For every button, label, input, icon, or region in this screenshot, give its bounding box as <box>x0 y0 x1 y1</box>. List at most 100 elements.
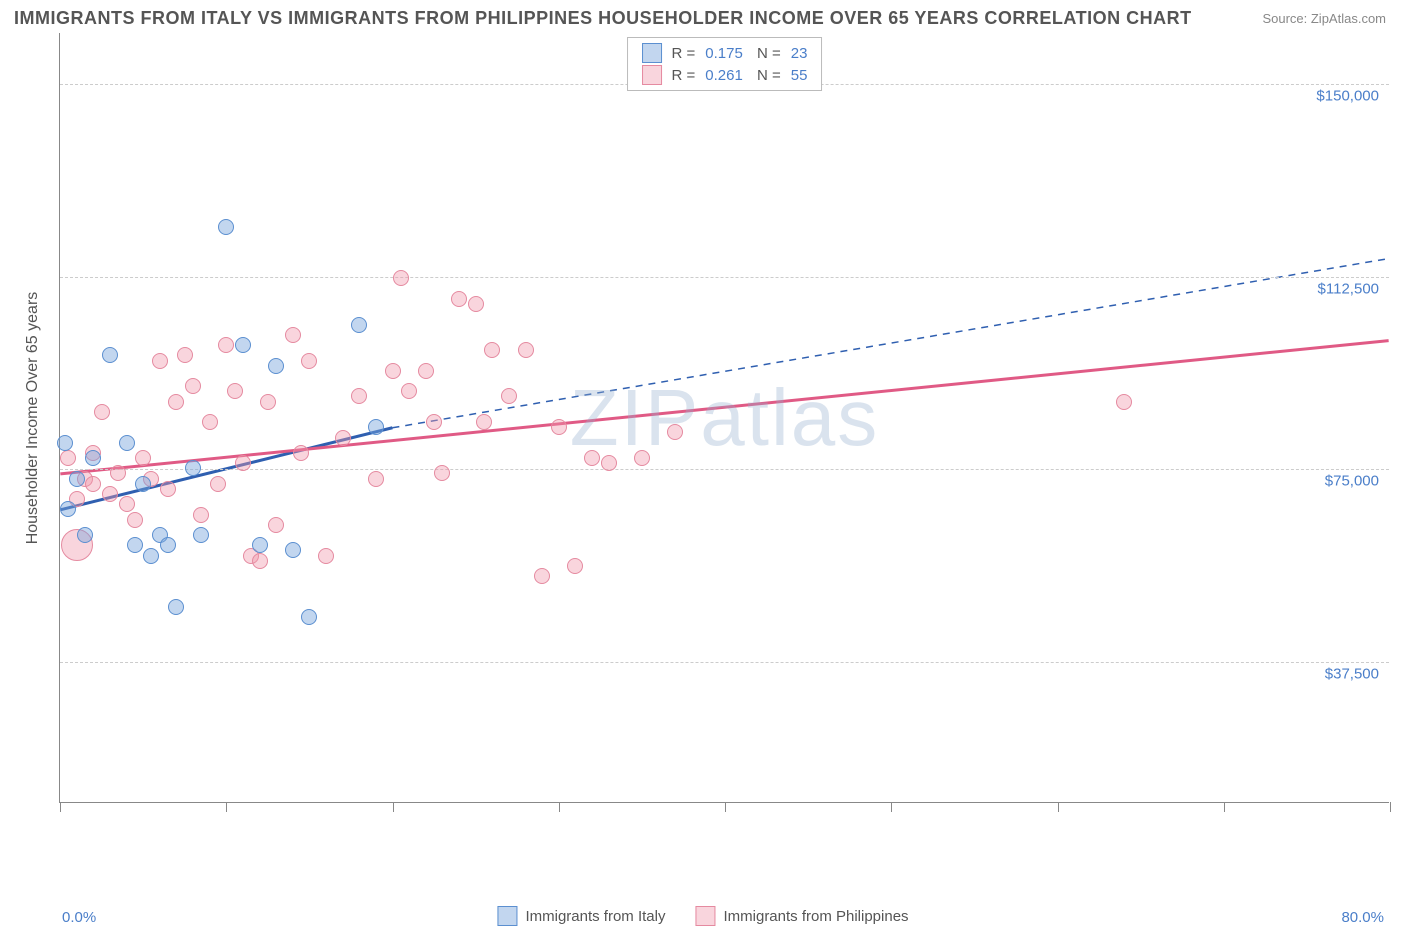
watermark: ZIPatlas <box>570 372 879 464</box>
italy-swatch <box>642 43 662 63</box>
data-point <box>168 599 184 615</box>
data-point <box>77 527 93 543</box>
x-tick <box>1224 802 1225 812</box>
data-point <box>335 430 351 446</box>
y-tick-label: $75,000 <box>1325 473 1379 490</box>
data-point <box>177 347 193 363</box>
italy-legend-label: Immigrants from Italy <box>525 908 665 925</box>
data-point <box>518 342 534 358</box>
data-point <box>418 363 434 379</box>
x-max-label: 80.0% <box>1341 909 1384 926</box>
data-point <box>285 542 301 558</box>
data-point <box>160 537 176 553</box>
x-min-label: 0.0% <box>62 909 96 926</box>
data-point <box>368 471 384 487</box>
data-point <box>119 435 135 451</box>
italy-r-value: 0.175 <box>705 45 743 62</box>
data-point <box>193 527 209 543</box>
data-point <box>152 353 168 369</box>
y-tick-label: $150,000 <box>1316 88 1379 105</box>
data-point <box>260 394 276 410</box>
x-tick <box>393 802 394 812</box>
grid-line <box>60 662 1389 663</box>
data-point <box>318 548 334 564</box>
x-tick <box>891 802 892 812</box>
data-point <box>69 471 85 487</box>
data-point <box>57 435 73 451</box>
data-point <box>218 337 234 353</box>
plot-area: ZIPatlas R = 0.175 N = 23 R = 0.261 N = … <box>59 33 1389 803</box>
data-point <box>227 383 243 399</box>
philippines-n-value: 55 <box>791 67 808 84</box>
data-point <box>252 537 268 553</box>
data-point <box>1116 394 1132 410</box>
trend-lines <box>60 33 1389 802</box>
x-tick <box>226 802 227 812</box>
data-point <box>235 337 251 353</box>
data-point <box>193 507 209 523</box>
data-point <box>401 383 417 399</box>
series-legend: Immigrants from Italy Immigrants from Ph… <box>497 906 908 926</box>
data-point <box>584 450 600 466</box>
x-tick <box>60 802 61 812</box>
data-point <box>94 404 110 420</box>
y-tick-label: $112,500 <box>1318 280 1379 297</box>
data-point <box>501 388 517 404</box>
data-point <box>110 465 126 481</box>
data-point <box>476 414 492 430</box>
data-point <box>468 296 484 312</box>
data-point <box>393 270 409 286</box>
data-point <box>434 465 450 481</box>
data-point <box>385 363 401 379</box>
data-point <box>268 358 284 374</box>
data-point <box>143 548 159 564</box>
data-point <box>60 501 76 517</box>
philippines-legend-label: Immigrants from Philippines <box>723 908 908 925</box>
y-axis-label: Householder Income Over 65 years <box>24 292 42 545</box>
grid-line <box>60 469 1389 470</box>
data-point <box>235 455 251 471</box>
data-point <box>667 424 683 440</box>
data-point <box>160 481 176 497</box>
stats-legend: R = 0.175 N = 23 R = 0.261 N = 55 <box>627 37 823 91</box>
data-point <box>601 455 617 471</box>
philippines-swatch <box>695 906 715 926</box>
data-point <box>185 460 201 476</box>
data-point <box>451 291 467 307</box>
data-point <box>484 342 500 358</box>
data-point <box>301 353 317 369</box>
data-point <box>85 476 101 492</box>
data-point <box>351 317 367 333</box>
data-point <box>285 327 301 343</box>
data-point <box>102 486 118 502</box>
data-point <box>135 450 151 466</box>
data-point <box>185 378 201 394</box>
data-point <box>567 558 583 574</box>
data-point <box>551 419 567 435</box>
data-point <box>60 450 76 466</box>
x-tick <box>1390 802 1391 812</box>
italy-swatch <box>497 906 517 926</box>
data-point <box>168 394 184 410</box>
data-point <box>102 347 118 363</box>
data-point <box>210 476 226 492</box>
data-point <box>634 450 650 466</box>
x-tick <box>725 802 726 812</box>
philippines-swatch <box>642 65 662 85</box>
data-point <box>127 512 143 528</box>
italy-n-value: 23 <box>791 45 808 62</box>
y-tick-label: $37,500 <box>1325 665 1379 682</box>
data-point <box>426 414 442 430</box>
data-point <box>85 450 101 466</box>
x-tick <box>559 802 560 812</box>
x-tick <box>1058 802 1059 812</box>
data-point <box>252 553 268 569</box>
data-point <box>268 517 284 533</box>
philippines-r-value: 0.261 <box>705 67 743 84</box>
chart-title: IMMIGRANTS FROM ITALY VS IMMIGRANTS FROM… <box>14 8 1192 29</box>
chart-container: Householder Income Over 65 years ZIPatla… <box>14 33 1392 868</box>
data-point <box>127 537 143 553</box>
source-label: Source: ZipAtlas.com <box>1262 11 1386 26</box>
data-point <box>293 445 309 461</box>
data-point <box>218 219 234 235</box>
